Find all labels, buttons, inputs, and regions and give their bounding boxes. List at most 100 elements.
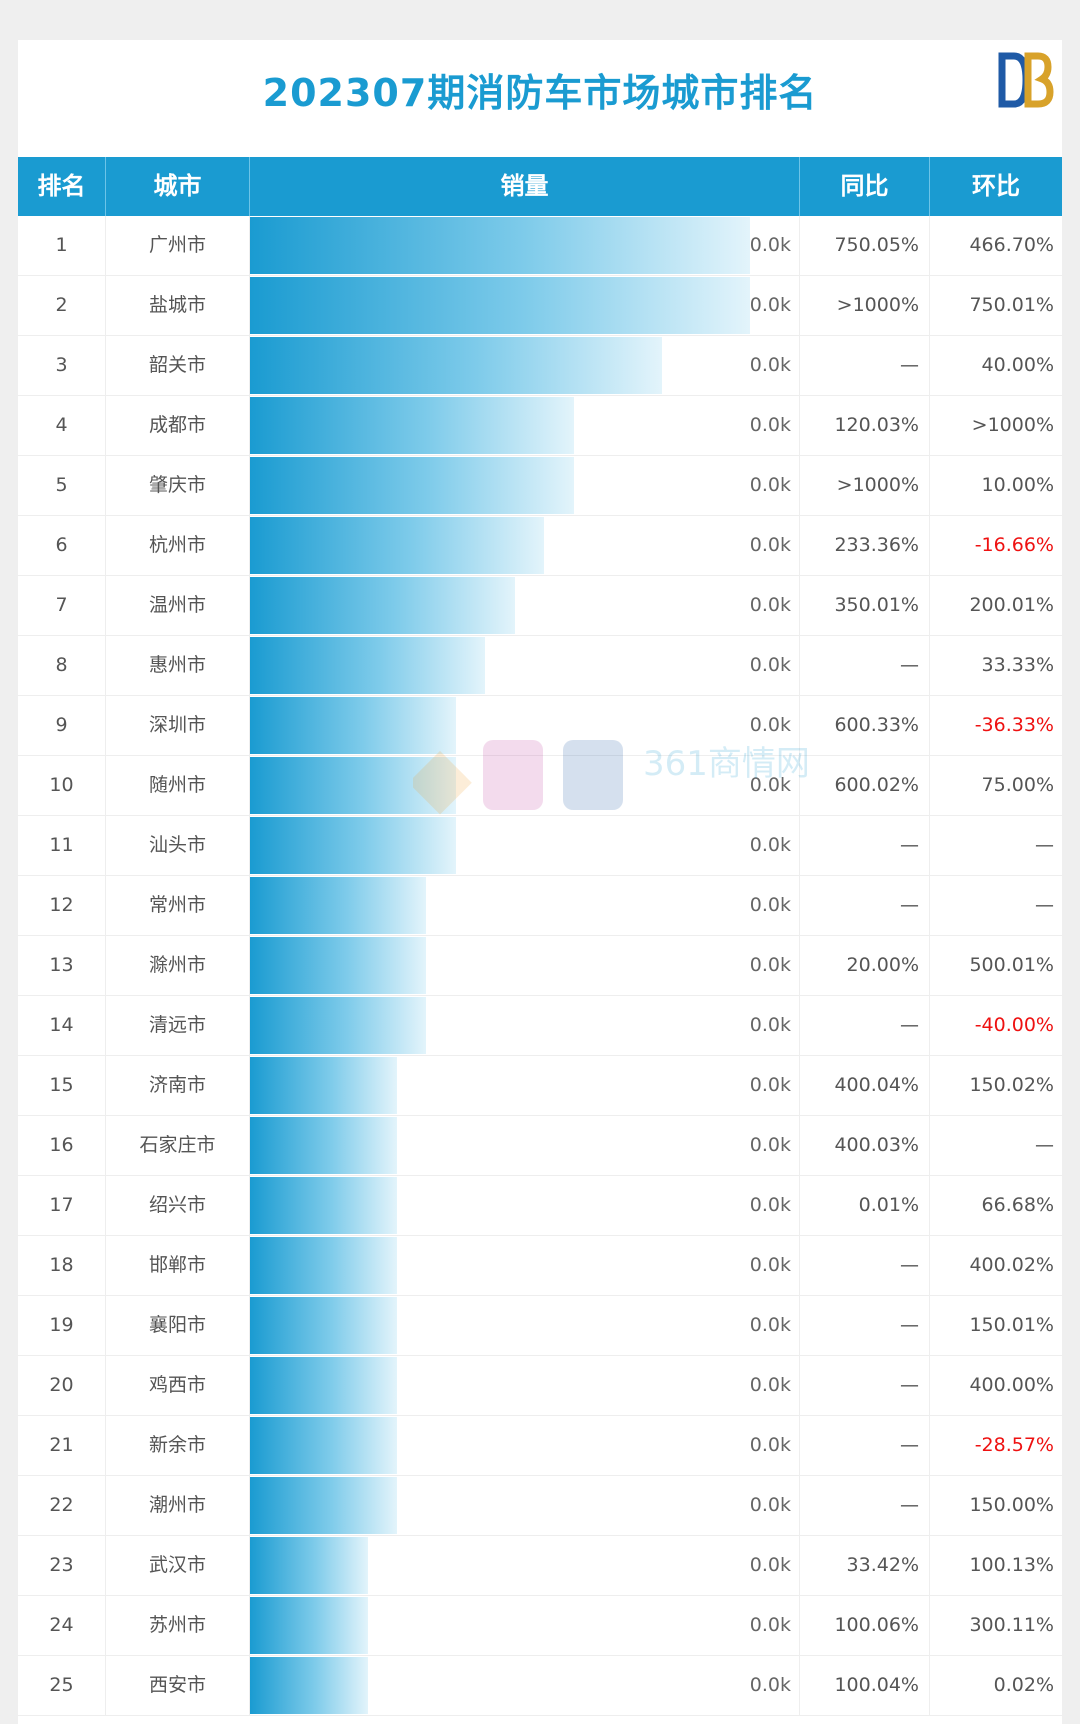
- sales-bar[interactable]: [250, 1177, 398, 1234]
- mom-cell: >1000%: [971, 414, 1054, 436]
- sales-value-label: 0.0k: [749, 534, 791, 556]
- table-header: 排名 城市 销量 同比 环比: [18, 157, 1062, 216]
- sales-value-label: 0.0k: [749, 1074, 791, 1096]
- yoy-cell: 100.06%: [800, 1596, 930, 1655]
- sales-cell: 0.0k: [250, 1536, 800, 1595]
- header-sales[interactable]: 销量: [250, 157, 800, 216]
- mom-cell: -40.00%: [974, 1014, 1054, 1036]
- sales-bar[interactable]: [250, 697, 456, 754]
- table-row: 24 苏州市 0.0k 100.06% 300.11%: [18, 1596, 1062, 1656]
- sales-bar[interactable]: [250, 877, 427, 934]
- sales-bar[interactable]: [250, 457, 574, 514]
- sales-bar[interactable]: [250, 337, 662, 394]
- sales-value-label: 0.0k: [749, 1134, 791, 1156]
- sales-bar[interactable]: [250, 817, 456, 874]
- sales-cell: 0.0k: [250, 1176, 800, 1235]
- rank-cell: 11: [18, 816, 106, 875]
- city-cell: 温州市: [106, 576, 250, 635]
- table-row: 5 肇庆市 0.0k >1000% 10.00%: [18, 456, 1062, 516]
- rank-cell: 14: [18, 996, 106, 1055]
- mom-cell: -36.33%: [974, 714, 1054, 736]
- sales-value-label: 0.0k: [749, 894, 791, 916]
- table-row: 22 潮州市 0.0k — 150.00%: [18, 1476, 1062, 1536]
- sales-value-label: 0.0k: [749, 834, 791, 856]
- table-row: 4 成都市 0.0k 120.03% >1000%: [18, 396, 1062, 456]
- sales-bar[interactable]: [250, 1297, 398, 1354]
- yoy-cell: 750.05%: [800, 216, 930, 275]
- sales-cell: 0.0k: [250, 816, 800, 875]
- city-cell: 襄阳市: [106, 1296, 250, 1355]
- sales-bar[interactable]: [250, 217, 750, 274]
- sales-bar[interactable]: [250, 277, 750, 334]
- sales-bar[interactable]: [250, 1477, 398, 1534]
- rank-cell: 1: [18, 216, 106, 275]
- mom-cell: 100.13%: [969, 1554, 1054, 1576]
- yoy-cell: 100.04%: [800, 1656, 930, 1715]
- sales-bar[interactable]: [250, 637, 486, 694]
- table-row: 23 武汉市 0.0k 33.42% 100.13%: [18, 1536, 1062, 1596]
- sales-cell: 0.0k: [250, 276, 800, 335]
- sales-value-label: 0.0k: [749, 1014, 791, 1036]
- sales-bar[interactable]: [250, 577, 515, 634]
- header-mom[interactable]: 环比: [972, 172, 1020, 200]
- sales-cell: 0.0k: [250, 1296, 800, 1355]
- mom-cell: 200.01%: [969, 594, 1054, 616]
- table-row: 21 新余市 0.0k — -28.57%: [18, 1416, 1062, 1476]
- city-cell: 韶关市: [106, 336, 250, 395]
- ranking-card: 202307期消防车市场城市排名 排名 城市 销量 同比 环比 1 广州市 0.0k…: [18, 40, 1062, 1724]
- table-row: 13 滁州市 0.0k 20.00% 500.01%: [18, 936, 1062, 996]
- sales-bar[interactable]: [250, 1117, 398, 1174]
- table-row: 14 清远市 0.0k — -40.00%: [18, 996, 1062, 1056]
- mom-cell: —: [1035, 834, 1054, 856]
- mom-cell: 75.00%: [981, 774, 1054, 796]
- sales-cell: 0.0k: [250, 216, 800, 275]
- mom-cell: 750.01%: [969, 294, 1054, 316]
- yoy-cell: 33.42%: [800, 1536, 930, 1595]
- header-rank[interactable]: 排名: [18, 157, 106, 216]
- sales-value-label: 0.0k: [749, 354, 791, 376]
- city-cell: 成都市: [106, 396, 250, 455]
- header-yoy[interactable]: 同比: [800, 157, 930, 216]
- mom-cell: 10.00%: [981, 474, 1054, 496]
- rank-cell: 3: [18, 336, 106, 395]
- rank-cell: 6: [18, 516, 106, 575]
- table-row: 15 济南市 0.0k 400.04% 150.02%: [18, 1056, 1062, 1116]
- sales-bar[interactable]: [250, 517, 545, 574]
- sales-bar[interactable]: [250, 937, 427, 994]
- mom-cell: 400.02%: [969, 1254, 1054, 1276]
- city-cell: 石家庄市: [106, 1116, 250, 1175]
- yoy-cell: —: [800, 1416, 930, 1475]
- mom-cell: —: [1035, 1134, 1054, 1156]
- table-row: 6 杭州市 0.0k 233.36% -16.66%: [18, 516, 1062, 576]
- sales-bar[interactable]: [250, 1537, 368, 1594]
- sales-bar[interactable]: [250, 1357, 398, 1414]
- sales-bar[interactable]: [250, 1597, 368, 1654]
- yoy-cell: —: [800, 1476, 930, 1535]
- city-cell: 西安市: [106, 1656, 250, 1715]
- sales-bar[interactable]: [250, 1657, 368, 1714]
- sales-bar[interactable]: [250, 757, 456, 814]
- yoy-cell: 350.01%: [800, 576, 930, 635]
- sales-bar[interactable]: [250, 1057, 398, 1114]
- city-cell: 常州市: [106, 876, 250, 935]
- sales-cell: 0.0k: [250, 1356, 800, 1415]
- rank-cell: 25: [18, 1656, 106, 1715]
- header-city[interactable]: 城市: [106, 157, 250, 216]
- rank-cell: 13: [18, 936, 106, 995]
- sales-bar[interactable]: [250, 1237, 398, 1294]
- sales-cell: 0.0k: [250, 696, 800, 755]
- sales-bar[interactable]: [250, 997, 427, 1054]
- sales-bar[interactable]: [250, 1417, 398, 1474]
- table-row: 10 随州市 0.0k 600.02% 75.00%: [18, 756, 1062, 816]
- sales-value-label: 0.0k: [749, 1614, 791, 1636]
- yoy-cell: 600.02%: [800, 756, 930, 815]
- sales-cell: 0.0k: [250, 1596, 800, 1655]
- sales-value-label: 0.0k: [749, 954, 791, 976]
- sales-bar[interactable]: [250, 397, 574, 454]
- sales-cell: 0.0k: [250, 1056, 800, 1115]
- rank-cell: 9: [18, 696, 106, 755]
- city-cell: 清远市: [106, 996, 250, 1055]
- rank-cell: 8: [18, 636, 106, 695]
- city-cell: 汕头市: [106, 816, 250, 875]
- table-row: 9 深圳市 0.0k 600.33% -36.33%: [18, 696, 1062, 756]
